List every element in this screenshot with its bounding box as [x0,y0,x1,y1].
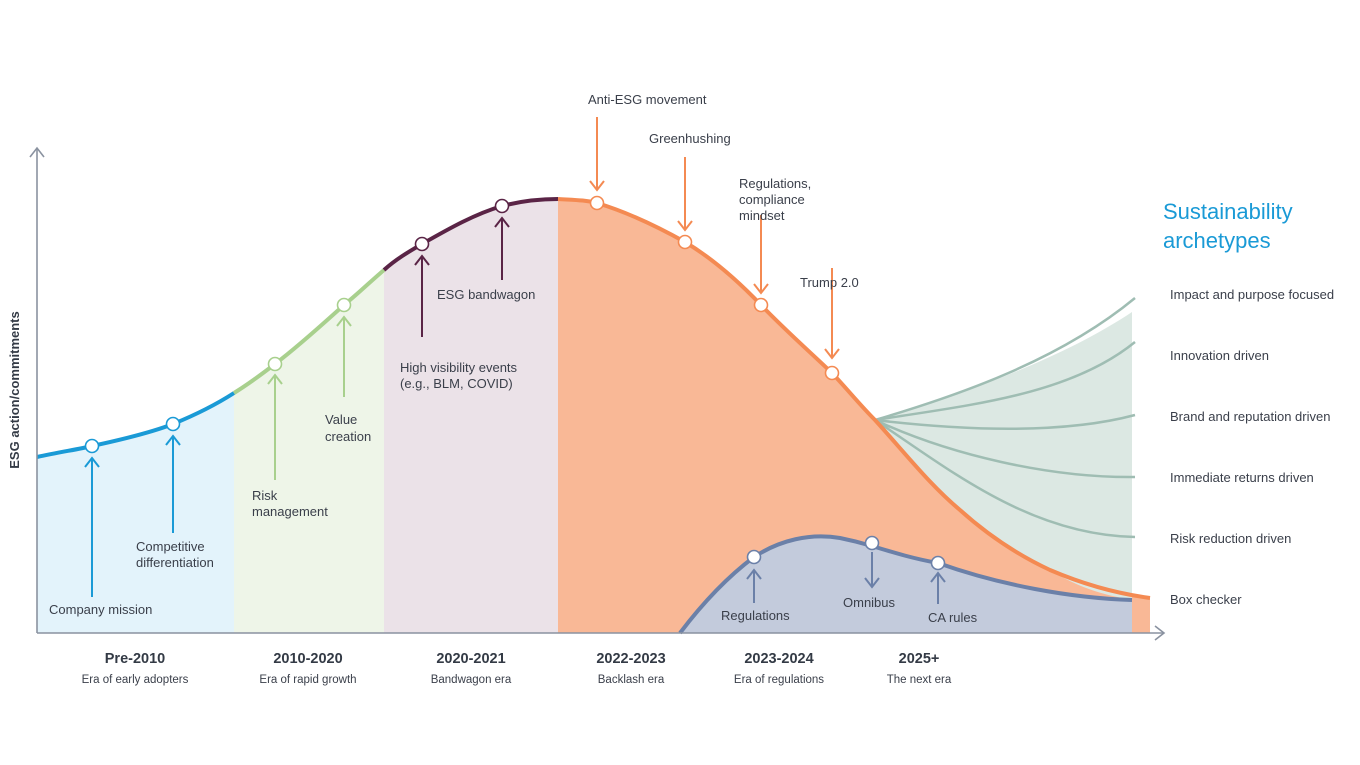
archetype-line-immediate [874,418,1136,479]
era-name: 2022-2023 [596,651,665,667]
arrow-up-icon [414,254,430,337]
arrow-up-icon [267,373,283,480]
label-risk-mgmt-1: Risk [252,488,278,503]
archetypes-title-2: archetypes [1163,228,1271,253]
archetype-lines [874,297,1136,539]
arrow-up-icon [746,568,762,603]
milestone-dot [930,555,946,571]
label-value-creation-2: creation [325,429,371,444]
archetype-risk: Risk reduction driven [1170,531,1291,546]
label-greenhushing: Greenhushing [649,131,731,146]
x-axis-arrow-icon [1154,625,1166,641]
arrow-up-icon [165,434,181,533]
milestone-dot [746,549,762,565]
archetype-box-checker: Box checker [1170,592,1242,607]
milestone-dot [84,438,100,454]
arrow-down-icon [589,117,605,192]
label-regs-compliance-1: Regulations, [739,176,811,191]
arrow-down-icon [753,215,769,295]
era-subtitle: Era of early adopters [82,674,189,686]
archetype-line-innovation [874,341,1136,422]
milestone-dot [165,416,181,432]
curve-2020-2021 [382,197,559,272]
label-risk-mgmt-2: management [252,504,328,519]
curve-backlash [557,197,1151,600]
label-company-mission: Company mission [49,602,152,617]
band-2010-2020 [234,199,384,633]
milestone-dot [589,195,605,211]
milestone-dot [336,297,352,313]
archetype-impact: Impact and purpose focused [1170,287,1334,302]
label-esg-bandwagon: ESG bandwagon [437,287,535,302]
era-subtitle: Bandwagon era [431,674,512,686]
archetype-immediate: Immediate returns driven [1170,470,1314,485]
era-subtitle: Era of rapid growth [259,674,356,686]
arrow-down-icon [864,552,880,589]
archetype-line-impact [874,297,1136,422]
arrow-up-icon [84,456,100,597]
label-regulations: Regulations [721,608,790,623]
band-2020-2021 [384,199,558,633]
label-regs-compliance-3: mindset [739,208,785,223]
milestone-dot [824,365,840,381]
milestone-dot [753,297,769,313]
label-value-creation-1: Value [325,412,357,427]
era-name: 2023-2024 [744,651,813,667]
y-axis-label: ESG action/commitments [7,311,22,468]
label-omnibus: Omnibus [843,595,896,610]
era-subtitle: The next era [887,674,952,686]
label-trump: Trump 2.0 [800,275,859,290]
regulations-area [680,536,1132,633]
label-competitive-1: Competitive [136,539,205,554]
archetype-brand: Brand and reputation driven [1170,409,1330,424]
era-name: Pre-2010 [105,651,165,667]
curve-pre-2010 [36,391,236,459]
milestone-dot [864,535,880,551]
archetype-line-brand [874,413,1136,430]
era-name: 2025+ [899,651,940,667]
milestone-dot [677,234,693,250]
archetypes-title-1: Sustainability [1163,199,1293,224]
curve-regulations [678,534,1133,635]
arrow-down-icon [677,157,693,232]
era-name: 2020-2021 [436,651,505,667]
y-axis-arrow-icon [29,146,45,158]
archetype-line-risk [874,418,1136,539]
label-high-visibility-1: High visibility events [400,360,518,375]
milestone-dot [494,198,510,214]
arrow-up-icon [336,315,352,397]
curve-2010-2020 [232,268,386,395]
arrow-up-icon [494,216,510,280]
archetype-innovation: Innovation driven [1170,348,1269,363]
label-anti-esg: Anti-ESG movement [588,92,707,107]
era-subtitle: Era of regulations [734,674,824,686]
era-subtitle: Backlash era [598,674,665,686]
milestone-dot [267,356,283,372]
arrow-down-icon [824,268,840,360]
label-high-visibility-2: (e.g., BLM, COVID) [400,376,513,391]
label-regs-compliance-2: compliance [739,192,805,207]
label-ca-rules: CA rules [928,610,978,625]
arrow-up-icon [930,571,946,604]
label-competitive-2: differentiation [136,555,214,570]
era-name: 2010-2020 [273,651,342,667]
milestone-dot [414,236,430,252]
